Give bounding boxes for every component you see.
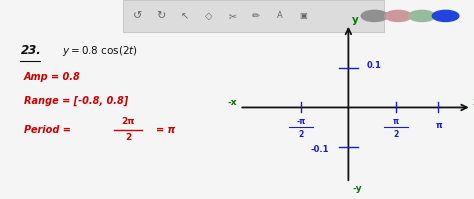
Text: = π: = π: [156, 125, 176, 135]
Text: ▣: ▣: [300, 11, 307, 20]
Text: y: y: [352, 15, 359, 25]
Text: π: π: [393, 117, 399, 126]
Text: 0.1: 0.1: [367, 61, 382, 70]
Circle shape: [385, 10, 411, 21]
Circle shape: [409, 10, 435, 21]
Text: Amp = 0.8: Amp = 0.8: [24, 72, 81, 82]
Text: ◇: ◇: [205, 11, 212, 21]
Text: A: A: [277, 11, 283, 20]
Text: 2: 2: [393, 130, 399, 139]
Text: -y: -y: [352, 184, 362, 193]
Text: ↖: ↖: [181, 11, 189, 21]
Text: -π: -π: [296, 117, 306, 126]
Text: ↺: ↺: [133, 11, 142, 21]
Text: ✏: ✏: [252, 11, 260, 21]
Text: π: π: [435, 121, 442, 130]
Text: ✂: ✂: [228, 11, 237, 21]
Circle shape: [361, 10, 388, 21]
Text: $y = 0.8\ \cos(2t)$: $y = 0.8\ \cos(2t)$: [62, 44, 137, 58]
Text: 23.: 23.: [21, 44, 42, 57]
Text: -x: -x: [228, 99, 237, 107]
Text: 2π: 2π: [121, 117, 135, 126]
Text: Period =: Period =: [24, 125, 74, 135]
Text: x: x: [473, 98, 474, 107]
Text: Range = [-0.8, 0.8]: Range = [-0.8, 0.8]: [24, 96, 128, 106]
Text: 2: 2: [298, 130, 304, 139]
Text: -0.1: -0.1: [310, 145, 329, 154]
Text: ↻: ↻: [156, 11, 166, 21]
Bar: [123, 0, 384, 32]
Circle shape: [432, 10, 459, 21]
Text: 2: 2: [125, 133, 131, 142]
